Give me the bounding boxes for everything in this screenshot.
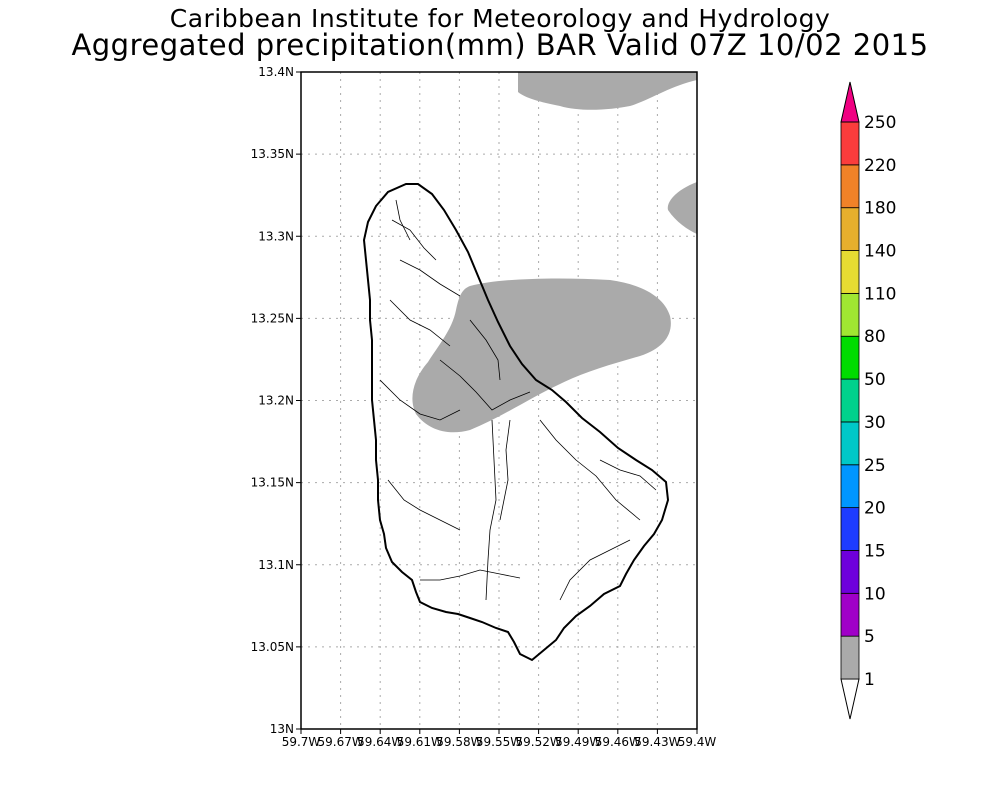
colorbar-label: 180 — [864, 199, 896, 219]
y-tick-label: 13.35N — [251, 147, 294, 161]
precip-area-central — [412, 278, 671, 433]
colorbar-segment — [840, 550, 860, 594]
colorbar-segment — [840, 464, 860, 509]
y-tick-label: 13.05N — [251, 640, 294, 654]
colorbar-lower-triangle — [840, 678, 860, 720]
colorbar-segment — [840, 592, 860, 637]
x-tick-label: 59.67W — [317, 735, 363, 749]
precip-area-northeast — [667, 182, 697, 234]
colorbar-segment — [840, 635, 860, 680]
precip-area-north — [518, 72, 697, 110]
x-tick-label: 59.58W — [436, 735, 482, 749]
y-tick-label: 13N — [270, 722, 294, 736]
y-tick-label: 13.2N — [258, 394, 294, 408]
colorbar-label: 220 — [864, 156, 896, 176]
x-tick-label: 59.49W — [555, 735, 601, 749]
colorbar-label: 20 — [864, 499, 886, 519]
colorbar-segment — [840, 121, 860, 166]
x-tick-label: 59.4W — [678, 735, 717, 749]
x-tick-label: 59.61W — [397, 735, 443, 749]
x-axis-ticks: 59.7W59.67W59.64W59.61W59.58W59.55W59.52… — [282, 729, 717, 749]
colorbar-label: 250 — [864, 113, 896, 133]
colorbar-segment — [840, 164, 860, 209]
y-axis-ticks: 13N 13.05N 13.1N 13.15N 13.2N 13.25N 13.3N 13.3… — [251, 65, 301, 736]
colorbar-label: 10 — [864, 584, 886, 604]
title-line-2: Aggregated precipitation(mm) BAR Valid 0… — [71, 28, 929, 62]
x-tick-label: 59.46W — [595, 735, 641, 749]
y-tick-label: 13.25N — [251, 311, 294, 325]
colorbar-label: 80 — [864, 327, 886, 347]
y-tick-label: 13.4N — [258, 65, 294, 79]
barbados-coastline — [362, 183, 670, 662]
colorbar-label: 25 — [864, 456, 886, 476]
x-tick-label: 59.7W — [282, 735, 321, 749]
precip-areas — [412, 72, 697, 433]
island-outline — [362, 183, 670, 662]
colorbar-segment — [840, 250, 860, 294]
x-tick-label: 59.52W — [515, 735, 561, 749]
colorbar-upper-triangle — [840, 81, 860, 123]
y-tick-label: 13.1N — [258, 558, 294, 572]
colorbar-label: 50 — [864, 370, 886, 390]
x-tick-label: 59.64W — [357, 735, 403, 749]
colorbar-label: 5 — [864, 627, 875, 647]
colorbar-label: 30 — [864, 413, 886, 433]
x-tick-label: 59.43W — [634, 735, 680, 749]
colorbar-segment — [840, 421, 860, 466]
colorbar-segment — [840, 378, 860, 423]
river-network — [379, 199, 657, 601]
colorbar-segment — [840, 207, 860, 251]
colorbar-segment — [840, 292, 860, 337]
colorbar-label: 1 — [864, 670, 875, 690]
colorbar-segment — [840, 335, 860, 380]
colorbar-label: 15 — [864, 541, 886, 561]
colorbar-label: 110 — [864, 284, 896, 304]
title-line-1: Caribbean Institute for Meteorology and … — [169, 4, 831, 33]
y-tick-label: 13.15N — [251, 476, 294, 490]
colorbar-segment — [840, 507, 860, 551]
x-tick-label: 59.55W — [476, 735, 522, 749]
y-tick-label: 13.3N — [258, 229, 294, 243]
colorbar-label: 140 — [864, 242, 896, 262]
